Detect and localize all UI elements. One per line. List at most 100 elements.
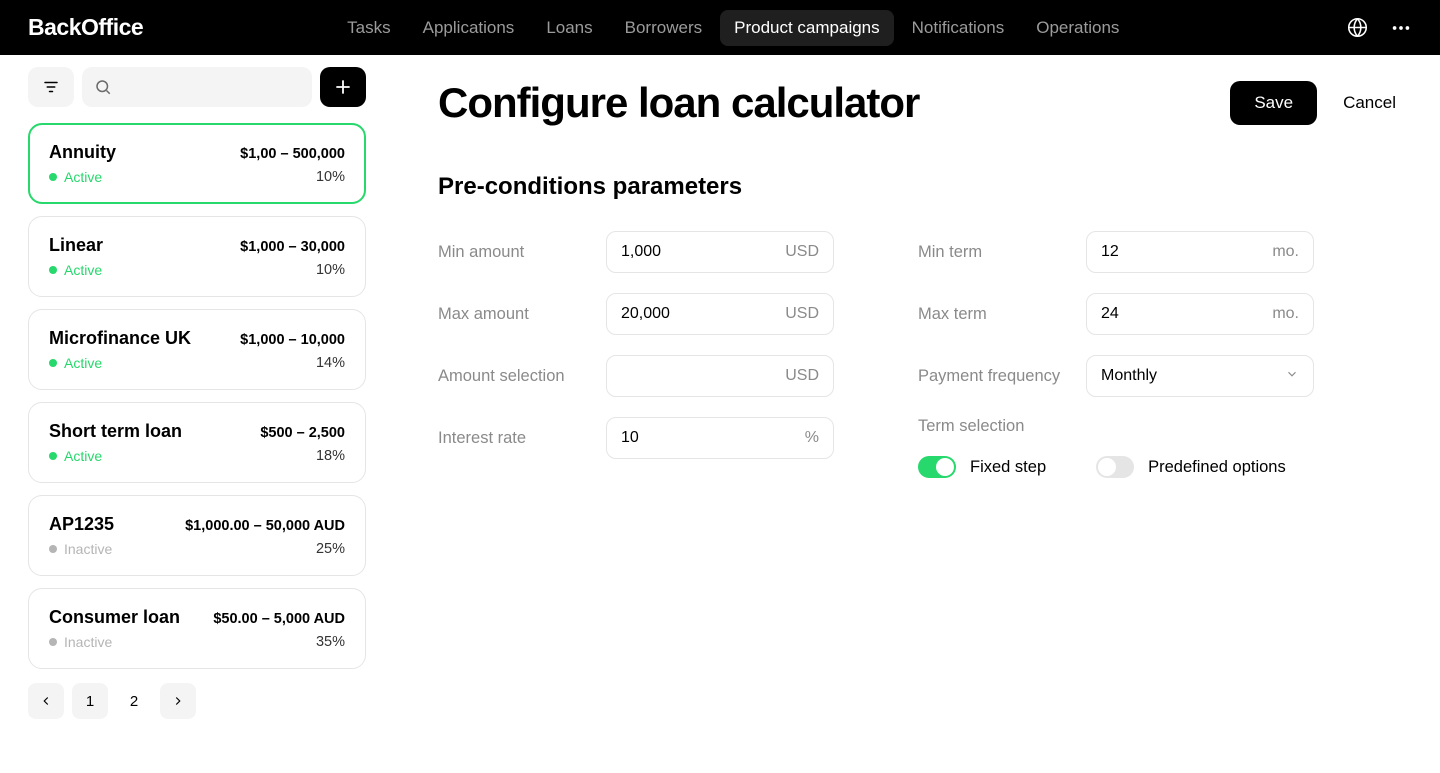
page-prev[interactable]: [28, 683, 64, 719]
save-button[interactable]: Save: [1230, 81, 1317, 125]
input-unit: USD: [785, 243, 819, 261]
page-next[interactable]: [160, 683, 196, 719]
card-range: $50.00 – 5,000 AUD: [213, 611, 345, 627]
nav-links: TasksApplicationsLoansBorrowersProduct c…: [333, 10, 1133, 46]
input-unit: mo.: [1272, 243, 1299, 261]
product-card[interactable]: Linear $1,000 – 30,000 Active 10%: [28, 216, 366, 297]
filter-button[interactable]: [28, 67, 74, 107]
field-label: Amount selection: [438, 367, 606, 386]
add-button[interactable]: [320, 67, 366, 107]
card-rate: 10%: [316, 262, 345, 278]
input-value: 10: [621, 429, 639, 447]
field-min-amount: Min amount 1,000 USD: [438, 231, 838, 273]
input-value: 1,000: [621, 243, 661, 261]
brand-logo: BackOffice: [28, 14, 143, 41]
card-range: $1,000 – 30,000: [240, 239, 345, 255]
cancel-button[interactable]: Cancel: [1343, 93, 1396, 113]
field-label: Min amount: [438, 243, 606, 262]
card-rate: 10%: [316, 169, 345, 185]
sidebar: Annuity $1,00 – 500,000 Active 10% Linear $1,…: [0, 55, 394, 739]
input-unit: %: [805, 429, 819, 447]
card-title: Short term loan: [49, 421, 182, 442]
nav-tasks[interactable]: Tasks: [333, 10, 404, 46]
more-icon[interactable]: [1390, 17, 1412, 39]
nav-operations[interactable]: Operations: [1022, 10, 1133, 46]
card-rate: 25%: [316, 541, 345, 557]
status-badge: Active: [49, 355, 102, 371]
field-payment-frequency: Payment frequencyMonthly: [918, 355, 1318, 397]
product-card[interactable]: Consumer loan $50.00 – 5,000 AUD Inactive 3…: [28, 588, 366, 669]
nav-notifications[interactable]: Notifications: [898, 10, 1019, 46]
input-unit: USD: [785, 305, 819, 323]
text-input[interactable]: 1,000 USD: [606, 231, 834, 273]
section-title: Pre-conditions parameters: [438, 173, 1396, 201]
toggle-label: Predefined options: [1148, 458, 1286, 477]
card-title: Consumer loan: [49, 607, 180, 628]
field-label: Min term: [918, 243, 1086, 262]
field-max-amount: Max amount 20,000 USD: [438, 293, 838, 335]
search-input[interactable]: [82, 67, 312, 107]
product-card[interactable]: Annuity $1,00 – 500,000 Active 10%: [28, 123, 366, 204]
pagination: 12: [28, 683, 366, 719]
product-card[interactable]: AP1235 $1,000.00 – 50,000 AUD Inactive 25%: [28, 495, 366, 576]
input-value: 24: [1101, 305, 1119, 323]
card-range: $1,000.00 – 50,000 AUD: [185, 518, 345, 534]
globe-icon[interactable]: [1347, 17, 1368, 38]
payment-frequency-select[interactable]: Monthly: [1086, 355, 1314, 397]
input-unit: USD: [785, 367, 819, 385]
card-title: Linear: [49, 235, 103, 256]
text-input[interactable]: 12 mo.: [1086, 231, 1314, 273]
nav-borrowers[interactable]: Borrowers: [611, 10, 716, 46]
status-badge: Inactive: [49, 634, 112, 650]
field-min-term: Min term 12 mo.: [918, 231, 1318, 273]
card-title: Microfinance UK: [49, 328, 191, 349]
toggle-fixed-step: Fixed step: [918, 456, 1046, 478]
text-input[interactable]: 24 mo.: [1086, 293, 1314, 335]
field-label: Payment frequency: [918, 367, 1086, 386]
search-icon: [94, 78, 112, 96]
input-value: 12: [1101, 243, 1119, 261]
card-range: $1,00 – 500,000: [240, 146, 345, 162]
product-card[interactable]: Short term loan $500 – 2,500 Active 18%: [28, 402, 366, 483]
plus-icon: [334, 78, 352, 96]
card-rate: 14%: [316, 355, 345, 371]
status-badge: Active: [49, 262, 102, 278]
card-title: Annuity: [49, 142, 116, 163]
field-max-term: Max term 24 mo.: [918, 293, 1318, 335]
page-1[interactable]: 1: [72, 683, 108, 719]
status-badge: Active: [49, 448, 102, 464]
nav-applications[interactable]: Applications: [409, 10, 529, 46]
top-nav: BackOffice TasksApplicationsLoansBorrowe…: [0, 0, 1440, 55]
term-selection-toggles: Fixed step Predefined options: [918, 456, 1318, 478]
status-badge: Active: [49, 169, 102, 185]
card-rate: 18%: [316, 448, 345, 464]
field-label: Interest rate: [438, 429, 606, 448]
text-input[interactable]: 10%: [606, 417, 834, 459]
text-input[interactable]: USD: [606, 355, 834, 397]
nav-product-campaigns[interactable]: Product campaigns: [720, 10, 894, 46]
card-range: $500 – 2,500: [260, 425, 345, 441]
toggle-switch[interactable]: [1096, 456, 1134, 478]
toggle-predefined-options: Predefined options: [1096, 456, 1286, 478]
card-rate: 35%: [316, 634, 345, 650]
toggle-switch[interactable]: [918, 456, 956, 478]
nav-loans[interactable]: Loans: [532, 10, 606, 46]
chevron-down-icon: [1285, 367, 1299, 386]
toggle-label: Fixed step: [970, 458, 1046, 477]
page-2[interactable]: 2: [116, 683, 152, 719]
text-input[interactable]: 20,000 USD: [606, 293, 834, 335]
card-title: AP1235: [49, 514, 114, 535]
field-interest-rate: Interest rate10%: [438, 417, 838, 459]
field-amount-selection: Amount selection USD: [438, 355, 838, 397]
field-label: Max amount: [438, 305, 606, 324]
input-unit: mo.: [1272, 305, 1299, 323]
input-value: 20,000: [621, 305, 670, 323]
page-title: Configure loan calculator: [438, 79, 919, 127]
status-badge: Inactive: [49, 541, 112, 557]
nav-right: [1347, 17, 1412, 39]
main-content: Configure loan calculator Save Cancel Pr…: [394, 55, 1440, 739]
card-range: $1,000 – 10,000: [240, 332, 345, 348]
field-label: Max term: [918, 305, 1086, 324]
term-selection-label: Term selection: [918, 417, 1318, 436]
product-card[interactable]: Microfinance UK $1,000 – 10,000 Active 14%: [28, 309, 366, 390]
